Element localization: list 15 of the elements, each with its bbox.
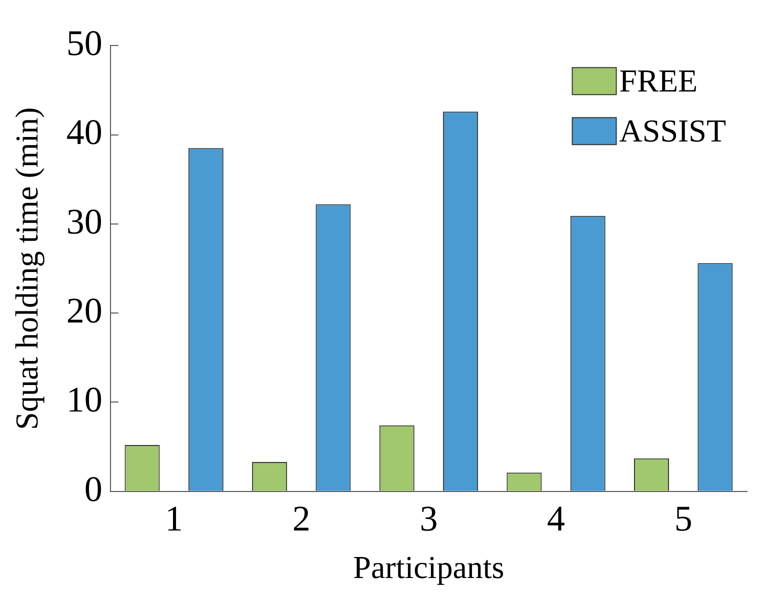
- x-tick-label: 2: [292, 498, 310, 538]
- y-tick-label: 10: [66, 380, 102, 420]
- y-tick-label: 0: [84, 468, 102, 509]
- y-tick-label: 20: [66, 290, 102, 331]
- y-axis-title: Squat holding time (min): [8, 107, 45, 430]
- x-tick-label: 5: [674, 498, 692, 538]
- legend-label: FREE: [619, 62, 698, 99]
- x-axis-title: Participants: [353, 549, 504, 586]
- y-tick-label: 50: [66, 23, 102, 64]
- x-tick-label: 3: [420, 498, 438, 538]
- y-tick-label: 30: [66, 201, 102, 242]
- legend-label: ASSIST: [619, 112, 726, 149]
- y-tick-label: 40: [66, 112, 102, 152]
- x-tick-label: 1: [165, 498, 184, 538]
- x-tick-label: 4: [547, 498, 566, 538]
